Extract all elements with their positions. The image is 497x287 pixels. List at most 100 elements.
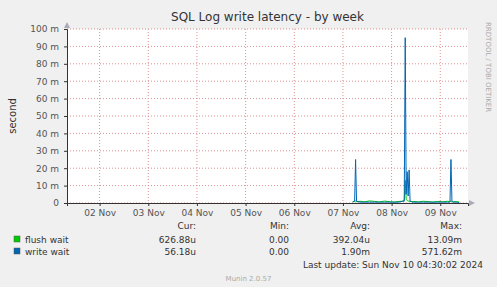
y-tick-mark bbox=[64, 64, 67, 65]
x-tick-label: 02 Nov bbox=[84, 208, 117, 218]
grid bbox=[67, 29, 468, 203]
y-axis: 0 10 m 20 m 30 m 40 m 50 m 60 m 70 m 80 m 90 m 100… bbox=[30, 24, 67, 208]
x-tick-mark bbox=[392, 203, 393, 206]
y-tick-label: 90 m bbox=[36, 42, 59, 52]
x-tick-mark bbox=[148, 203, 149, 206]
legend-swatch bbox=[14, 248, 20, 254]
y-tick: 40 m bbox=[36, 129, 67, 139]
x-tick: 02 Nov bbox=[84, 203, 117, 218]
y-tick: 90 m bbox=[36, 42, 67, 52]
x-tick: 06 Nov bbox=[279, 203, 312, 218]
y-tick-label: 80 m bbox=[36, 59, 59, 69]
x-tick: 04 Nov bbox=[181, 203, 214, 218]
y-tick-label: 70 m bbox=[36, 77, 59, 87]
chart: 0 10 m 20 m 30 m 40 m 50 m 60 m 70 m 80 m 90 m 100… bbox=[0, 0, 497, 287]
x-tick: 08 Nov bbox=[376, 203, 409, 218]
y-tick-mark bbox=[64, 29, 67, 30]
legend-stat: 571.62m bbox=[422, 247, 462, 257]
x-axis-line bbox=[68, 204, 469, 207]
y-tick: 0 bbox=[53, 198, 67, 208]
legend-header: Max: bbox=[440, 221, 462, 231]
x-tick-mark bbox=[294, 203, 295, 206]
x-axis-arrow bbox=[469, 200, 475, 206]
series-line bbox=[353, 38, 460, 203]
y-tick-mark bbox=[64, 116, 67, 117]
y-tick-label: 50 m bbox=[36, 111, 59, 121]
plot-area bbox=[67, 29, 468, 203]
x-grid-line bbox=[245, 29, 246, 203]
legend-swatch bbox=[14, 236, 20, 242]
legend-header: Cur: bbox=[177, 221, 196, 231]
x-grid-line bbox=[99, 29, 100, 203]
x-grid-line bbox=[294, 29, 295, 203]
x-tick-label: 07 Nov bbox=[327, 208, 360, 218]
y-tick: 100 m bbox=[30, 24, 67, 34]
y-grid-line bbox=[67, 150, 468, 151]
x-tick-mark bbox=[100, 203, 101, 206]
x-tick-mark bbox=[440, 203, 441, 206]
x-tick-label: 09 Nov bbox=[425, 208, 458, 218]
y-tick-label: 20 m bbox=[36, 164, 59, 174]
x-tick-label: 06 Nov bbox=[279, 208, 312, 218]
y-grid-line bbox=[67, 29, 468, 30]
y-grid-line bbox=[67, 133, 468, 134]
y-tick-label: 40 m bbox=[36, 129, 59, 139]
y-tick-mark bbox=[64, 46, 67, 47]
legend-stat: 0.00 bbox=[269, 235, 289, 245]
y-tick: 50 m bbox=[36, 111, 67, 121]
x-grid-line bbox=[391, 29, 392, 203]
y-tick-mark bbox=[64, 151, 67, 152]
y-axis-title: second bbox=[7, 98, 18, 134]
background bbox=[0, 0, 497, 287]
legend: Cur: Min: Avg: Max: flush wait 626.88u 0.00 392… bbox=[14, 221, 462, 257]
y-tick-label: 60 m bbox=[36, 94, 59, 104]
legend-label: flush wait bbox=[25, 235, 69, 245]
legend-stat: 56.18u bbox=[165, 247, 196, 257]
x-tick-label: 08 Nov bbox=[376, 208, 409, 218]
y-tick-mark bbox=[64, 203, 67, 204]
y-grid-line bbox=[67, 63, 468, 64]
legend-stat: 392.04u bbox=[333, 235, 370, 245]
x-grid-line bbox=[196, 29, 197, 203]
legend-stat: 626.88u bbox=[159, 235, 196, 245]
y-tick-label: 100 m bbox=[30, 24, 59, 34]
x-tick-label: 05 Nov bbox=[230, 208, 263, 218]
title: SQL Log write latency - by week bbox=[171, 10, 364, 24]
legend-stat: 1.90m bbox=[341, 247, 370, 257]
y-grid-line bbox=[67, 168, 468, 169]
watermark: RRDTOOL / TOBI OETIKER bbox=[484, 22, 492, 112]
y-grid-line bbox=[67, 81, 468, 82]
y-tick: 70 m bbox=[36, 77, 67, 87]
y-grid-line bbox=[67, 116, 468, 117]
x-tick-mark bbox=[343, 203, 344, 206]
x-axis: 02 Nov 03 Nov 04 Nov 05 Nov 06 Nov 07 Nov 08 N… bbox=[68, 203, 469, 218]
y-tick-label: 10 m bbox=[36, 181, 59, 191]
y-tick-label: 0 bbox=[53, 198, 59, 208]
y-axis-line bbox=[64, 30, 68, 204]
x-tick-label: 03 Nov bbox=[133, 208, 166, 218]
legend-header: Avg: bbox=[350, 221, 370, 231]
x-grid-line bbox=[342, 29, 343, 203]
x-tick: 05 Nov bbox=[230, 203, 263, 218]
y-tick-mark bbox=[64, 186, 67, 187]
y-tick: 10 m bbox=[36, 181, 67, 191]
legend-header: Min: bbox=[270, 221, 289, 231]
y-tick: 80 m bbox=[36, 59, 67, 69]
y-tick: 60 m bbox=[36, 94, 67, 104]
legend-label: write wait bbox=[25, 247, 70, 257]
y-axis-arrow bbox=[64, 22, 70, 28]
y-tick-mark bbox=[64, 168, 67, 169]
series-group bbox=[353, 38, 460, 203]
y-grid-line bbox=[67, 46, 468, 47]
y-tick: 30 m bbox=[36, 146, 67, 156]
x-grid-line bbox=[148, 29, 149, 203]
y-tick-label: 30 m bbox=[36, 146, 59, 156]
x-tick: 07 Nov bbox=[327, 203, 360, 218]
x-tick-mark bbox=[197, 203, 198, 206]
x-grid-line bbox=[440, 29, 441, 203]
legend-stat: 13.09m bbox=[427, 235, 462, 245]
y-tick-mark bbox=[64, 99, 67, 100]
credit: Munin 2.0.57 bbox=[226, 275, 272, 283]
x-tick-label: 04 Nov bbox=[181, 208, 214, 218]
y-grid-line bbox=[67, 98, 468, 99]
